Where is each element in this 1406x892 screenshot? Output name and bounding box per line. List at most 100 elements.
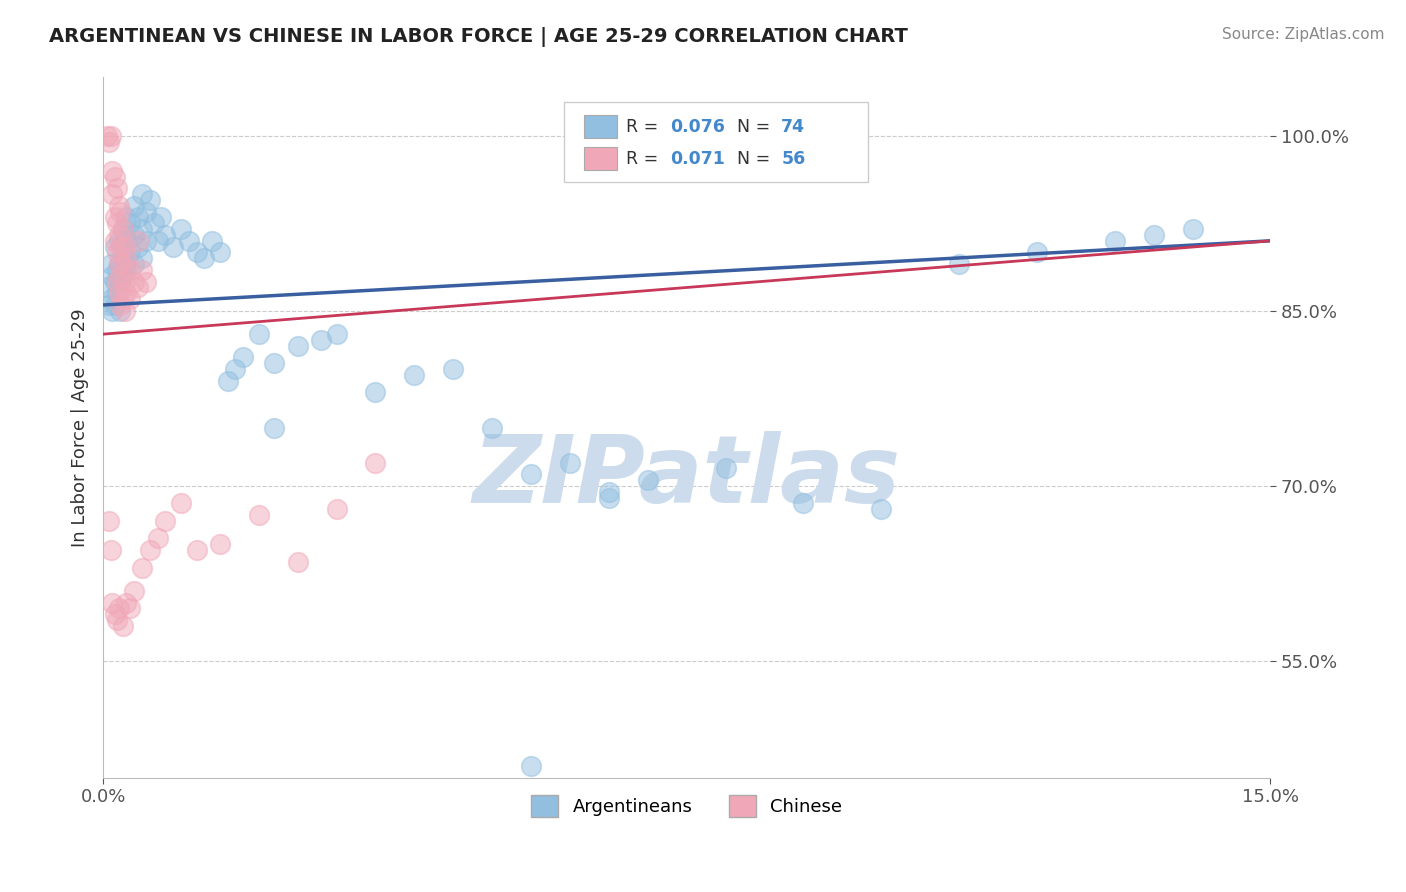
Point <box>114 303 136 318</box>
Point <box>637 473 659 487</box>
Point <box>1104 234 1126 248</box>
FancyBboxPatch shape <box>583 147 617 169</box>
Point <box>110 204 132 219</box>
Text: ZIPatlas: ZIPatlas <box>472 431 901 523</box>
Point <box>142 216 165 230</box>
Point <box>208 537 231 551</box>
Point <box>114 275 136 289</box>
Point <box>146 234 169 248</box>
Point <box>325 502 347 516</box>
Text: 74: 74 <box>782 118 806 136</box>
Point <box>100 128 122 143</box>
Point <box>150 211 173 225</box>
Point <box>170 222 193 236</box>
Point <box>120 245 142 260</box>
Point <box>115 252 138 266</box>
Point <box>127 211 149 225</box>
Point <box>100 292 122 306</box>
Point <box>186 245 208 260</box>
Point <box>201 234 224 248</box>
Point <box>114 239 136 253</box>
Point <box>111 619 134 633</box>
Point <box>110 303 132 318</box>
Point <box>520 759 543 773</box>
Point <box>247 327 270 342</box>
Point <box>287 339 309 353</box>
Point <box>114 227 136 242</box>
Point <box>131 263 153 277</box>
Point <box>208 245 231 260</box>
Point <box>120 292 142 306</box>
Point <box>107 199 129 213</box>
Point <box>263 420 285 434</box>
Point <box>104 275 127 289</box>
Point <box>404 368 426 382</box>
Point <box>127 234 149 248</box>
Point <box>193 252 215 266</box>
Point <box>97 135 120 149</box>
Point <box>714 461 737 475</box>
Legend: Argentineans, Chinese: Argentineans, Chinese <box>524 788 849 824</box>
Point <box>101 187 124 202</box>
Point <box>139 193 162 207</box>
Point <box>104 607 127 622</box>
Point <box>104 169 127 184</box>
Point <box>107 234 129 248</box>
Point <box>111 292 134 306</box>
Point <box>105 181 128 195</box>
Point <box>114 257 136 271</box>
Point <box>139 543 162 558</box>
Point <box>101 595 124 609</box>
Point <box>870 502 893 516</box>
Point <box>115 234 138 248</box>
Point <box>122 275 145 289</box>
Point <box>127 239 149 253</box>
Point <box>96 128 118 143</box>
Point <box>520 467 543 482</box>
Point <box>247 508 270 522</box>
Point <box>105 275 128 289</box>
Point <box>107 601 129 615</box>
Point <box>127 280 149 294</box>
Point <box>1181 222 1204 236</box>
Point <box>146 532 169 546</box>
Point <box>155 227 177 242</box>
Point <box>122 583 145 598</box>
Point <box>177 234 200 248</box>
Point <box>325 327 347 342</box>
Point <box>98 298 121 312</box>
Point <box>122 199 145 213</box>
Point <box>481 420 503 434</box>
Point <box>115 211 138 225</box>
Point <box>186 543 208 558</box>
Point <box>111 222 134 236</box>
Point <box>115 286 138 301</box>
Point <box>598 484 620 499</box>
Point <box>98 514 121 528</box>
Text: 0.076: 0.076 <box>671 118 725 136</box>
Text: 0.071: 0.071 <box>671 150 725 168</box>
Point <box>170 496 193 510</box>
Point <box>131 187 153 202</box>
Point <box>96 280 118 294</box>
Text: ARGENTINEAN VS CHINESE IN LABOR FORCE | AGE 25-29 CORRELATION CHART: ARGENTINEAN VS CHINESE IN LABOR FORCE | … <box>49 27 908 46</box>
Text: 56: 56 <box>782 150 806 168</box>
Point <box>110 298 132 312</box>
Point <box>107 257 129 271</box>
Point <box>309 333 332 347</box>
Point <box>110 239 132 253</box>
Point <box>100 257 122 271</box>
Point <box>598 491 620 505</box>
Point <box>115 263 138 277</box>
Point <box>104 298 127 312</box>
Text: R =: R = <box>626 150 664 168</box>
Point <box>263 356 285 370</box>
Point <box>105 286 128 301</box>
Point <box>120 601 142 615</box>
Point <box>224 362 246 376</box>
Point <box>105 613 128 627</box>
Point <box>122 257 145 271</box>
Point <box>104 239 127 253</box>
Point <box>107 257 129 271</box>
Point <box>232 351 254 365</box>
